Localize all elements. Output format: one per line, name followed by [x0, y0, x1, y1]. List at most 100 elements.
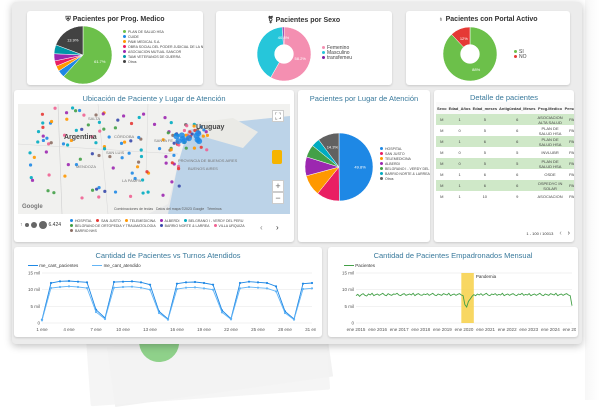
- data-point[interactable]: [40, 319, 44, 322]
- map-marker[interactable]: [190, 132, 194, 136]
- data-point[interactable]: [103, 317, 107, 321]
- data-point[interactable]: [220, 311, 224, 314]
- map-marker[interactable]: [108, 154, 112, 159]
- map-marker[interactable]: [128, 194, 133, 198]
- series-line-me_cant_pacientes[interactable]: [41, 280, 313, 320]
- map-marker[interactable]: [177, 143, 181, 147]
- pager-next-icon[interactable]: ›: [567, 230, 570, 237]
- column-header[interactable]: Edad_meses: [471, 102, 499, 114]
- map-marker[interactable]: [102, 147, 107, 151]
- map-marker[interactable]: [176, 167, 181, 171]
- map-marker[interactable]: [80, 127, 84, 131]
- data-point[interactable]: [310, 281, 314, 285]
- data-point[interactable]: [283, 311, 287, 315]
- map-legend-item[interactable]: TELEMEDICINA: [124, 218, 156, 223]
- map-marker[interactable]: [135, 165, 140, 169]
- map-marker[interactable]: [44, 150, 48, 154]
- map-marker[interactable]: [129, 139, 133, 143]
- map-marker[interactable]: [179, 135, 186, 142]
- fullscreen-icon[interactable]: ⛶: [272, 110, 284, 122]
- map-marker[interactable]: [64, 111, 69, 115]
- map-marker[interactable]: [157, 146, 162, 151]
- map-marker[interactable]: [74, 163, 79, 167]
- map-marker[interactable]: [40, 112, 45, 116]
- data-point[interactable]: [49, 286, 53, 290]
- data-point[interactable]: [265, 287, 269, 290]
- map-marker[interactable]: [46, 142, 51, 146]
- pie-slice[interactable]: [282, 26, 285, 45]
- table-row[interactable]: M1109ASOCIACIONPACSI: [436, 191, 574, 202]
- map-marker[interactable]: [65, 117, 69, 121]
- data-point[interactable]: [310, 287, 314, 290]
- column-header[interactable]: Prog.Medico: [536, 102, 564, 114]
- map-marker[interactable]: [166, 131, 170, 135]
- pie-chart[interactable]: 14.3% 49.8%: [304, 132, 374, 202]
- map-marker[interactable]: [97, 153, 101, 158]
- map-marker[interactable]: [129, 121, 134, 126]
- map-marker[interactable]: [141, 191, 145, 195]
- map-marker[interactable]: [170, 161, 174, 165]
- map-marker[interactable]: [77, 108, 82, 113]
- map-marker[interactable]: [113, 126, 118, 130]
- map-marker[interactable]: [113, 190, 118, 194]
- map-marker[interactable]: [46, 189, 50, 193]
- map-marker[interactable]: [69, 138, 74, 143]
- map-marker[interactable]: [205, 148, 209, 152]
- pie-slice[interactable]: [256, 26, 284, 78]
- map-marker[interactable]: [193, 132, 200, 139]
- map-marker[interactable]: [201, 134, 205, 138]
- data-point[interactable]: [184, 281, 188, 284]
- data-point[interactable]: [166, 318, 170, 321]
- data-point[interactable]: [85, 286, 89, 290]
- map-marker[interactable]: [119, 141, 124, 145]
- data-point[interactable]: [85, 281, 89, 284]
- data-point[interactable]: [265, 281, 269, 285]
- map-marker[interactable]: [172, 153, 176, 157]
- map-legend-item[interactable]: SAN JUSTO: [96, 218, 121, 223]
- map-marker[interactable]: [139, 154, 144, 159]
- data-point[interactable]: [184, 286, 188, 289]
- pie-chart[interactable]: 13.9% 61.7%: [53, 25, 113, 85]
- map-legend-item[interactable]: BELGRANO DE ORTOPEDIA Y TRAUMATOLOGIA: [70, 223, 156, 228]
- data-point[interactable]: [130, 285, 134, 288]
- column-header[interactable]: Antigüedad_Meses: [498, 102, 537, 114]
- map-marker[interactable]: [36, 140, 40, 144]
- pie-slice[interactable]: [451, 26, 471, 48]
- map-legend-item[interactable]: VILLA URQUIZA: [213, 223, 245, 228]
- terms-link[interactable]: Términos: [207, 207, 222, 211]
- map-marker[interactable]: [170, 180, 174, 184]
- map-marker[interactable]: [82, 113, 86, 117]
- map-marker[interactable]: [146, 190, 150, 194]
- table-row[interactable]: M055INVLUBRPACSI: [436, 147, 574, 158]
- shortcuts-link[interactable]: Combinaciones de teclas: [114, 207, 154, 211]
- map-marker[interactable]: [205, 133, 210, 137]
- map-marker[interactable]: [177, 184, 181, 188]
- map-marker[interactable]: [169, 121, 173, 125]
- pie-chart[interactable]: 12% 88%: [442, 26, 498, 82]
- data-point[interactable]: [76, 285, 80, 289]
- map-marker[interactable]: [145, 170, 149, 174]
- map-marker[interactable]: [41, 121, 45, 125]
- data-point[interactable]: [112, 280, 116, 284]
- map-marker[interactable]: [41, 134, 45, 138]
- data-point[interactable]: [148, 283, 152, 286]
- map-marker[interactable]: [41, 138, 46, 143]
- map-marker[interactable]: [136, 160, 141, 164]
- data-point[interactable]: [202, 281, 206, 285]
- data-point[interactable]: [193, 280, 197, 284]
- map-marker[interactable]: [199, 145, 203, 149]
- map-legend-item[interactable]: HOSPITAL: [70, 218, 92, 223]
- map-marker[interactable]: [141, 112, 146, 116]
- map-marker[interactable]: [152, 122, 157, 127]
- data-point[interactable]: [238, 287, 242, 290]
- map-marker[interactable]: [97, 186, 101, 190]
- map-legend-item[interactable]: BARRIO NORTE & LARREA: [159, 223, 210, 228]
- data-point[interactable]: [211, 283, 215, 286]
- map-marker[interactable]: [101, 112, 105, 116]
- map-marker[interactable]: [90, 135, 94, 139]
- pie-slice[interactable]: [270, 26, 312, 82]
